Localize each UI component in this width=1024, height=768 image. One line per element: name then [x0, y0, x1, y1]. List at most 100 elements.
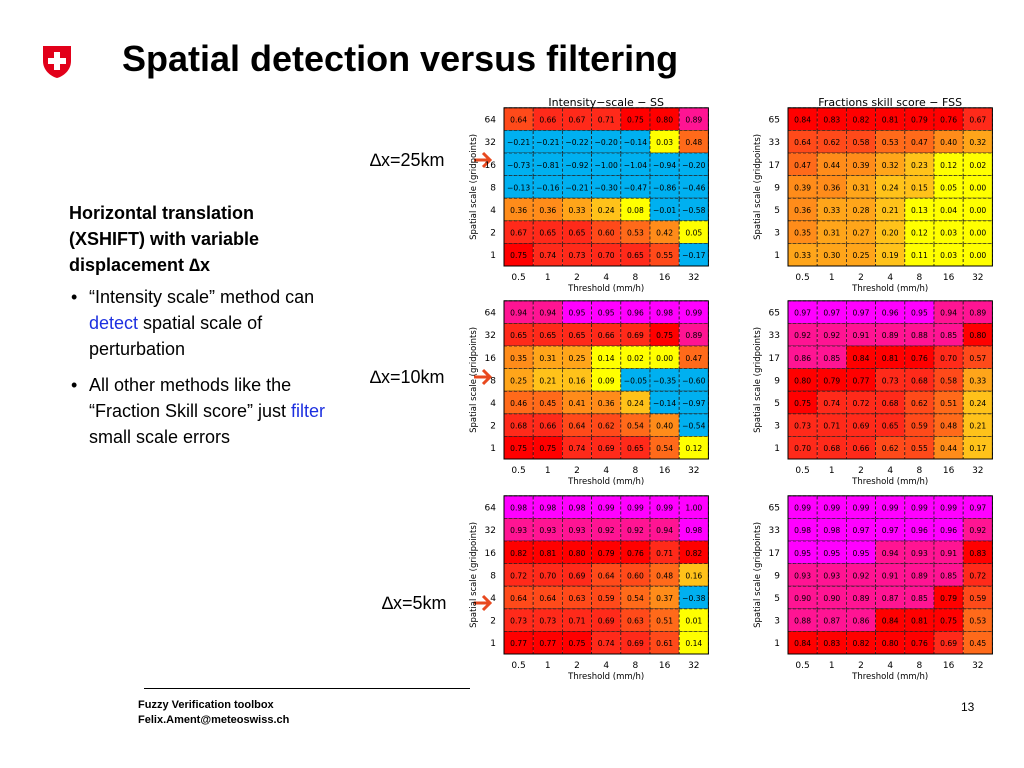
- cell-value-label: 0.21: [539, 376, 556, 385]
- plot-frame: [503, 495, 709, 655]
- cell-value-label: 0.70: [940, 354, 957, 363]
- cell-value-label: 0.75: [510, 251, 527, 260]
- cell-value-label: 0.65: [510, 331, 527, 340]
- x-tick-label: 8: [917, 661, 923, 671]
- cell-value-label: −0.94: [653, 161, 676, 170]
- cell-value-label: 0.33: [794, 251, 811, 260]
- cell-value-label: 0.76: [911, 639, 928, 648]
- cell-value-label: 0.02: [969, 161, 986, 170]
- cell-value-label: 0.70: [539, 571, 556, 580]
- cell-value-label: 0.74: [539, 251, 556, 260]
- cell-value-label: 0.75: [539, 444, 556, 453]
- heading-line-3-text: displacement: [69, 255, 190, 275]
- cell-value-label: 0.59: [598, 594, 615, 603]
- cell-value-label: 0.85: [911, 594, 928, 603]
- cell-value-label: 0.02: [627, 354, 644, 363]
- cell-value-label: 0.45: [969, 639, 986, 648]
- cell-value-label: −0.97: [682, 399, 705, 408]
- cell-value-label: 0.12: [911, 229, 928, 238]
- cell-value-label: 0.69: [569, 571, 586, 580]
- cell-value-label: 0.40: [940, 138, 957, 147]
- cell-value-label: 0.76: [940, 116, 957, 125]
- cell-value-label: 0.84: [794, 116, 811, 125]
- cell-value-label: 0.65: [569, 229, 586, 238]
- cell-value-label: 0.96: [627, 309, 644, 318]
- detect-highlight: detect: [89, 313, 139, 333]
- cell-value-label: 0.88: [794, 617, 811, 626]
- x-tick-label: 1: [829, 661, 835, 671]
- cell-value-label: 0.93: [510, 526, 527, 535]
- cell-value-label: 0.44: [940, 444, 957, 453]
- cell-value-label: 0.92: [853, 571, 870, 580]
- x-tick-label: 32: [688, 661, 699, 671]
- cell-value-label: 0.93: [911, 549, 928, 558]
- cell-value-label: 1.00: [685, 504, 702, 513]
- cell-value-label: 0.94: [510, 309, 527, 318]
- y-axis-label: Spatial scale (gridpoints): [753, 522, 763, 628]
- cell-value-label: 0.63: [569, 594, 586, 603]
- x-axis-label: Threshold (mm/h): [851, 672, 928, 682]
- cell-value-label: 0.75: [656, 331, 673, 340]
- cell-value-label: 0.93: [823, 571, 840, 580]
- cell-value-label: 0.16: [685, 571, 702, 580]
- cell-value-label: 0.68: [882, 399, 899, 408]
- cell-value-label: 0.01: [685, 617, 702, 626]
- cell-value-label: 0.00: [969, 251, 986, 260]
- chart-title: Fractions skill score − FSS: [818, 96, 962, 109]
- cell-value-label: 0.61: [656, 639, 673, 648]
- cell-value-label: 0.64: [598, 571, 615, 580]
- x-tick-label: 32: [972, 273, 983, 283]
- cell-value-label: 0.85: [940, 331, 957, 340]
- page-number: 13: [961, 700, 975, 714]
- cell-value-label: 0.60: [627, 571, 644, 580]
- cell-value-label: 0.65: [539, 229, 556, 238]
- bullet-dot-icon: •: [71, 287, 78, 307]
- fss-heatmap-10km: 0.97 0.97 0.97 0.96 0.95 0.94 0.89 0.92 0.92 0.91…: [753, 300, 993, 487]
- x-axis-label: Threshold (mm/h): [567, 284, 644, 294]
- cell-value-label: 0.98: [569, 504, 586, 513]
- cell-value-label: 0.48: [685, 138, 702, 147]
- cell-value-label: 0.99: [794, 504, 811, 513]
- cell-value-label: 0.95: [853, 549, 870, 558]
- y-tick-label: 5: [774, 399, 780, 409]
- cell-value-label: 0.20: [882, 229, 899, 238]
- cell-value-label: −0.05: [624, 376, 647, 385]
- footer-toolbox: Fuzzy Verification toolbox: [138, 699, 274, 711]
- cell-value-label: −0.58: [682, 206, 705, 215]
- cell-value-label: 0.25: [853, 251, 870, 260]
- cell-value-label: 0.65: [882, 422, 899, 431]
- y-tick-label: 64: [485, 116, 497, 126]
- cell-value-label: 0.28: [853, 206, 870, 215]
- bullet1-text-end: spatial scale of perturbation: [89, 313, 263, 359]
- cell-value-label: 0.98: [794, 526, 811, 535]
- cell-value-label: 0.84: [882, 617, 899, 626]
- x-tick-label: 16: [659, 661, 671, 671]
- y-tick-label: 4: [490, 206, 496, 216]
- y-tick-label: 32: [485, 331, 496, 341]
- cell-value-label: 0.00: [656, 354, 673, 363]
- cell-value-label: 0.82: [685, 549, 702, 558]
- intensity-scale-heatmap-10km: 0.94 0.94 0.95 0.95 0.96 0.98 0.99 0.65 0.65 0.65…: [469, 300, 709, 487]
- cell-value-label: 0.04: [940, 206, 957, 215]
- cell-value-label: 0.82: [853, 116, 870, 125]
- cell-value-label: 0.47: [911, 138, 928, 147]
- y-tick-label: 1: [490, 639, 496, 649]
- cell-value-label: 0.69: [940, 639, 957, 648]
- cell-value-label: 0.40: [656, 422, 673, 431]
- cell-value-label: −1.00: [595, 161, 618, 170]
- cell-value-label: 0.79: [598, 549, 615, 558]
- y-tick-label: 65: [769, 504, 780, 514]
- cell-value-label: 0.74: [569, 444, 586, 453]
- x-tick-label: 8: [917, 466, 923, 476]
- cell-value-label: 0.81: [882, 354, 899, 363]
- x-axis-label: Threshold (mm/h): [851, 284, 928, 294]
- cell-value-label: 0.99: [598, 504, 615, 513]
- cell-value-label: 0.65: [627, 251, 644, 260]
- y-tick-label: 16: [485, 354, 497, 364]
- y-tick-label: 32: [485, 526, 496, 536]
- cell-value-label: 0.77: [510, 639, 527, 648]
- cell-value-label: 0.80: [656, 116, 673, 125]
- dx-10km-label: ∆x=10km: [370, 367, 445, 387]
- cell-value-label: 0.54: [656, 444, 673, 453]
- cell-value-label: −0.73: [507, 161, 530, 170]
